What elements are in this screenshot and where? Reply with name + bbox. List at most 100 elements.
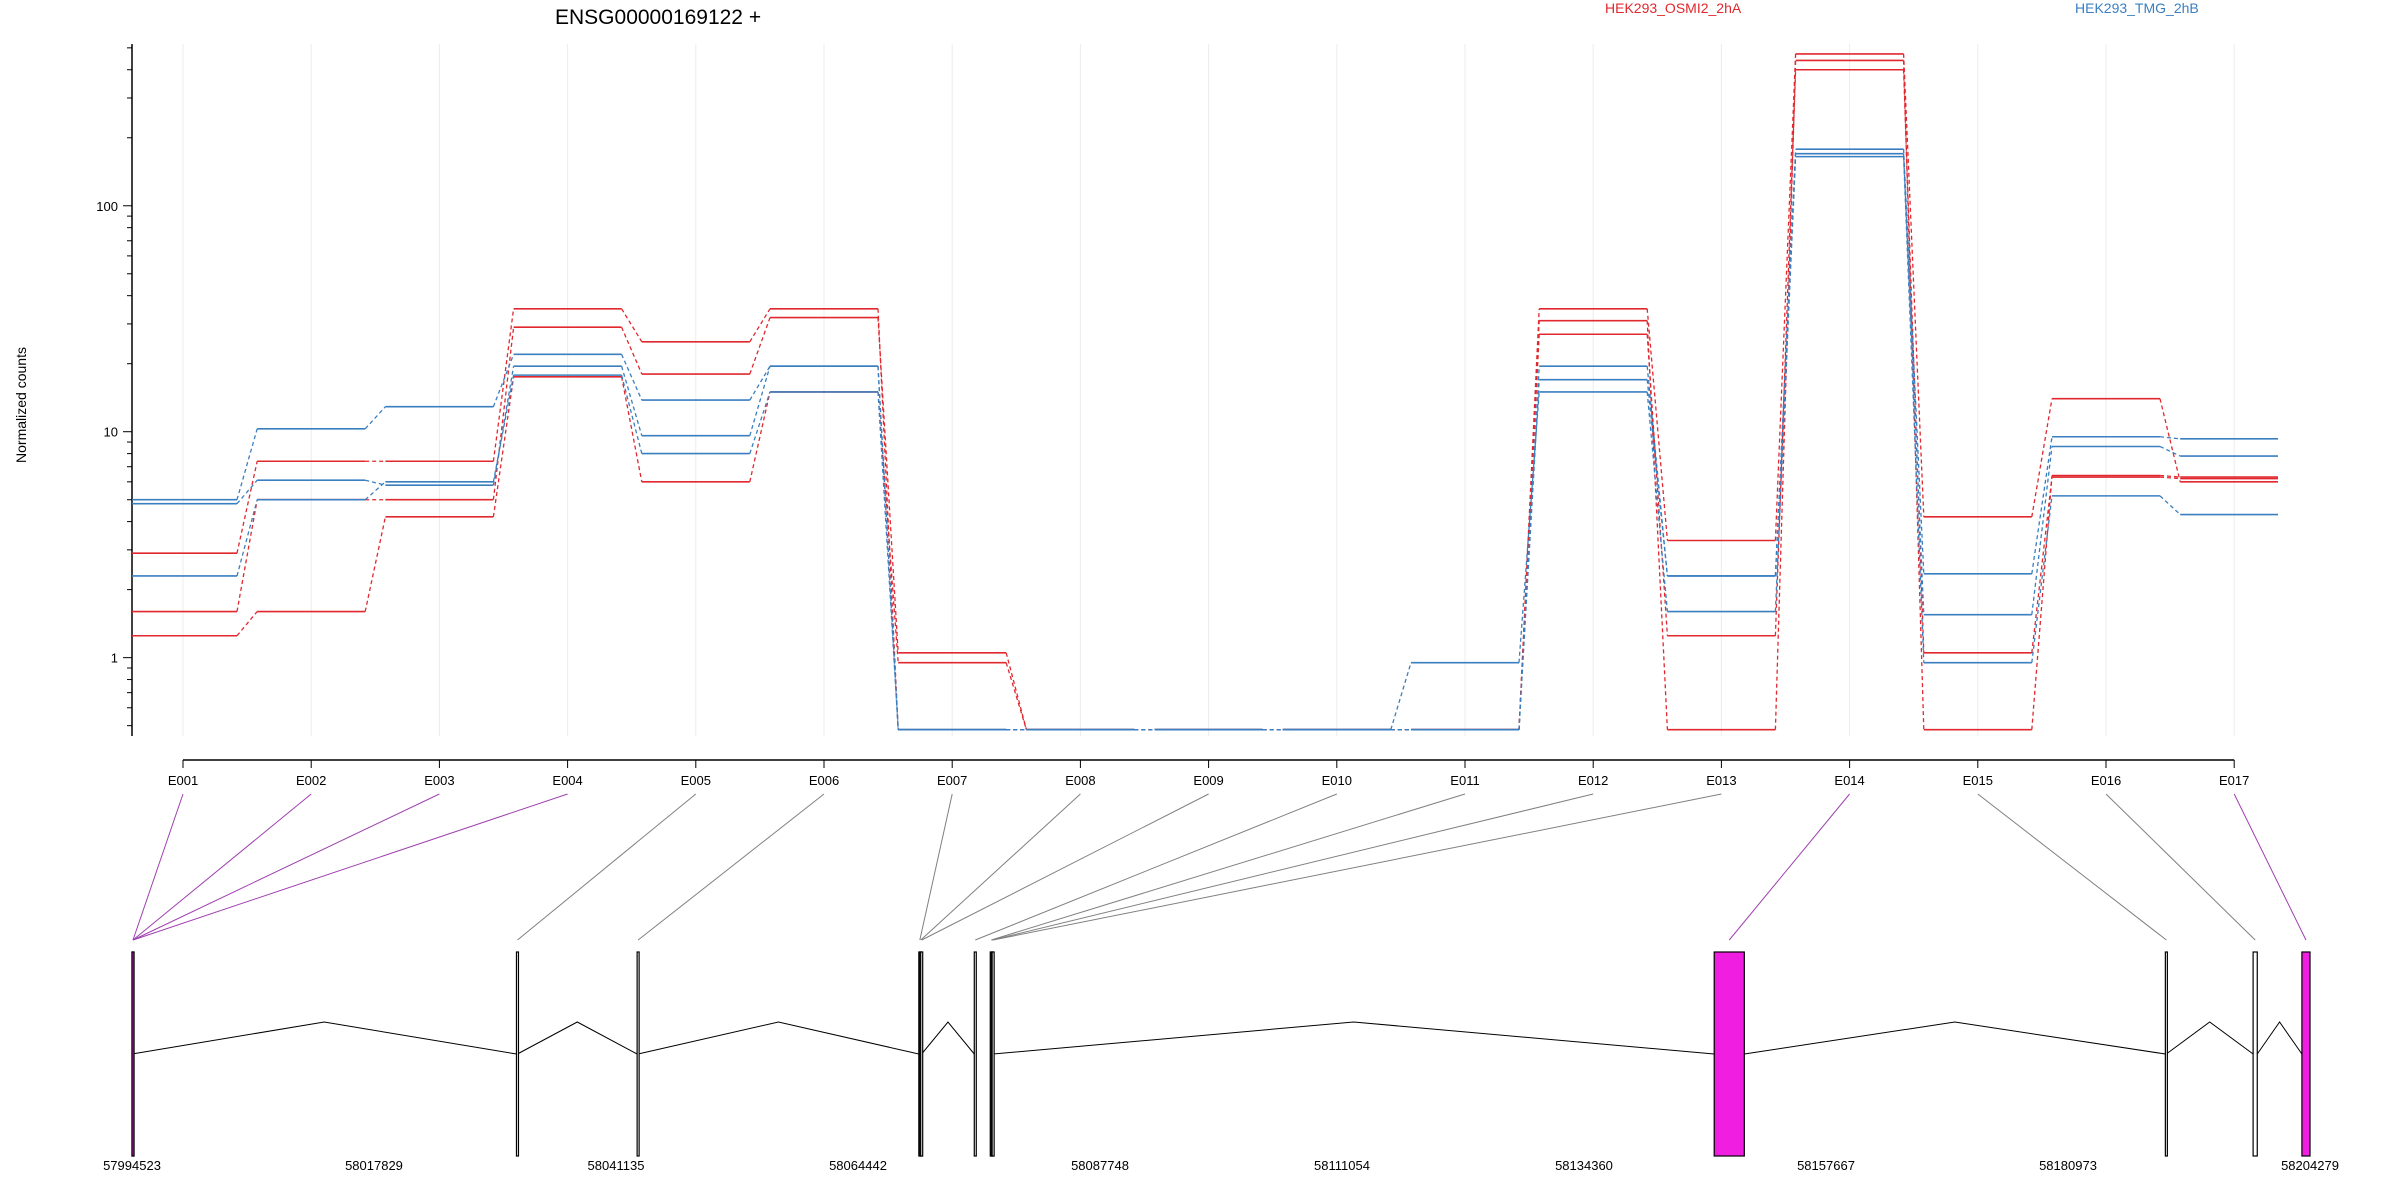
intron-line xyxy=(2166,1021,2254,1055)
series-connector xyxy=(492,308,515,462)
intron-line xyxy=(993,1021,1715,1055)
series-connector xyxy=(492,366,515,486)
series-connector xyxy=(1518,391,1540,663)
series-connector xyxy=(2031,495,2053,663)
series-connector xyxy=(877,391,899,730)
series-connector xyxy=(1902,149,1925,574)
series-connector xyxy=(2159,495,2181,516)
x-tick-label-E007: E007 xyxy=(937,773,967,788)
vertical-gridlines xyxy=(182,44,2235,736)
series-connector xyxy=(1902,69,1925,653)
y-axis: 1 10 100 xyxy=(96,44,133,736)
coordinate-label: 58204279 xyxy=(2281,1158,2339,1173)
series-connector xyxy=(364,406,386,430)
y-tick-label: 100 xyxy=(96,199,118,214)
series-connector xyxy=(877,366,899,730)
series-connector xyxy=(2159,445,2181,457)
genomic-coordinate-axis: 57994523 58017829 58041135 58064442 58087748… xyxy=(103,1158,2339,1173)
x-tick-label-E006: E006 xyxy=(809,773,839,788)
exon-block-E002 xyxy=(131,951,135,1157)
series-connector xyxy=(2159,398,2181,482)
connector-E001 xyxy=(132,793,184,941)
x-tick-label-E010: E010 xyxy=(1322,773,1352,788)
x-tick-label-E015: E015 xyxy=(1963,773,1993,788)
series-connector xyxy=(1646,391,1669,612)
x-tick-label-E016: E016 xyxy=(2091,773,2121,788)
series-connector xyxy=(1005,662,1028,730)
connector-E003 xyxy=(132,793,440,941)
series-connector xyxy=(492,354,515,407)
series-1 xyxy=(132,68,2278,731)
connector-E005 xyxy=(517,793,697,941)
intron-line xyxy=(517,1021,638,1055)
exon-block-E014 xyxy=(1713,951,1745,1157)
y-tick-label: 10 xyxy=(104,425,118,440)
coordinate-label: 57994523 xyxy=(103,1158,161,1173)
exon-block-E013 xyxy=(991,951,995,1157)
chart-title: ENSG00000169122 + xyxy=(555,6,761,29)
connector-E013 xyxy=(993,793,1722,941)
exon-block-E009 xyxy=(920,951,924,1157)
series-connector xyxy=(1774,60,1797,730)
series-connector xyxy=(236,611,258,637)
connector-E007 xyxy=(919,793,953,941)
coordinate-label: 58041135 xyxy=(588,1158,645,1173)
legend-entry-tmg: HEK293_TMG_2hB xyxy=(2075,0,2199,16)
coordinate-label: 58111054 xyxy=(1314,1158,1370,1173)
series-connector xyxy=(749,365,771,436)
x-tick-label-E014: E014 xyxy=(1834,773,1864,788)
x-tick-label-E011: E011 xyxy=(1450,773,1479,788)
series-connector xyxy=(365,479,386,486)
x-tick-label-E002: E002 xyxy=(296,773,326,788)
connector-E004 xyxy=(132,793,568,941)
series-connector xyxy=(749,391,771,454)
y-tick-label: 1 xyxy=(111,651,118,666)
series-connector xyxy=(1774,149,1797,576)
connector-E012 xyxy=(992,793,1594,941)
connector-E008 xyxy=(920,793,1081,941)
x-tick-label-E003: E003 xyxy=(424,773,454,788)
series-connector xyxy=(749,391,771,482)
x-tick-label-E013: E013 xyxy=(1706,773,1736,788)
connector-E017 xyxy=(2233,793,2307,941)
intron-line xyxy=(921,1021,975,1055)
y-axis-label: Normalized counts xyxy=(13,347,29,463)
series-3 xyxy=(132,53,2278,731)
exon-connectors xyxy=(132,793,2307,941)
series-connector xyxy=(236,499,258,577)
coordinate-label: 58064442 xyxy=(829,1158,887,1173)
x-tick-label-E004: E004 xyxy=(552,773,582,788)
connector-E014 xyxy=(1728,793,1850,941)
series-connector xyxy=(620,376,643,482)
series-connector xyxy=(621,354,643,401)
series-connector xyxy=(2159,436,2181,440)
connector-E015 xyxy=(1977,793,2167,941)
series-connector xyxy=(1646,308,1669,541)
series-connector xyxy=(2031,475,2053,730)
coordinate-label: 58134360 xyxy=(1555,1158,1613,1173)
connector-E011 xyxy=(991,793,1466,941)
coordinate-label: 58157667 xyxy=(1797,1158,1855,1173)
series-connector xyxy=(1646,366,1669,576)
series-connector xyxy=(2031,476,2053,653)
x-tick-label-E012: E012 xyxy=(1578,773,1608,788)
series-connector xyxy=(492,327,515,500)
exon-block-E006 xyxy=(636,951,640,1157)
series-connector xyxy=(236,461,258,554)
exon-block-E017 xyxy=(2301,951,2311,1157)
series-4 xyxy=(132,155,2278,731)
series-2 xyxy=(132,59,2278,731)
exon-block-E005 xyxy=(515,951,520,1157)
coordinate-label: 58017829 xyxy=(345,1158,403,1173)
intron-line xyxy=(1744,1021,2166,1055)
series-connector xyxy=(236,479,258,505)
x-tick-label-E008: E008 xyxy=(1065,773,1095,788)
series-lines xyxy=(132,53,2278,731)
coordinate-label: 58087748 xyxy=(1071,1158,1129,1173)
series-connector xyxy=(492,376,515,517)
series-connector xyxy=(364,516,387,612)
gene-model xyxy=(131,951,2311,1157)
series-connector xyxy=(1646,320,1669,730)
series-connector xyxy=(1390,662,1412,730)
